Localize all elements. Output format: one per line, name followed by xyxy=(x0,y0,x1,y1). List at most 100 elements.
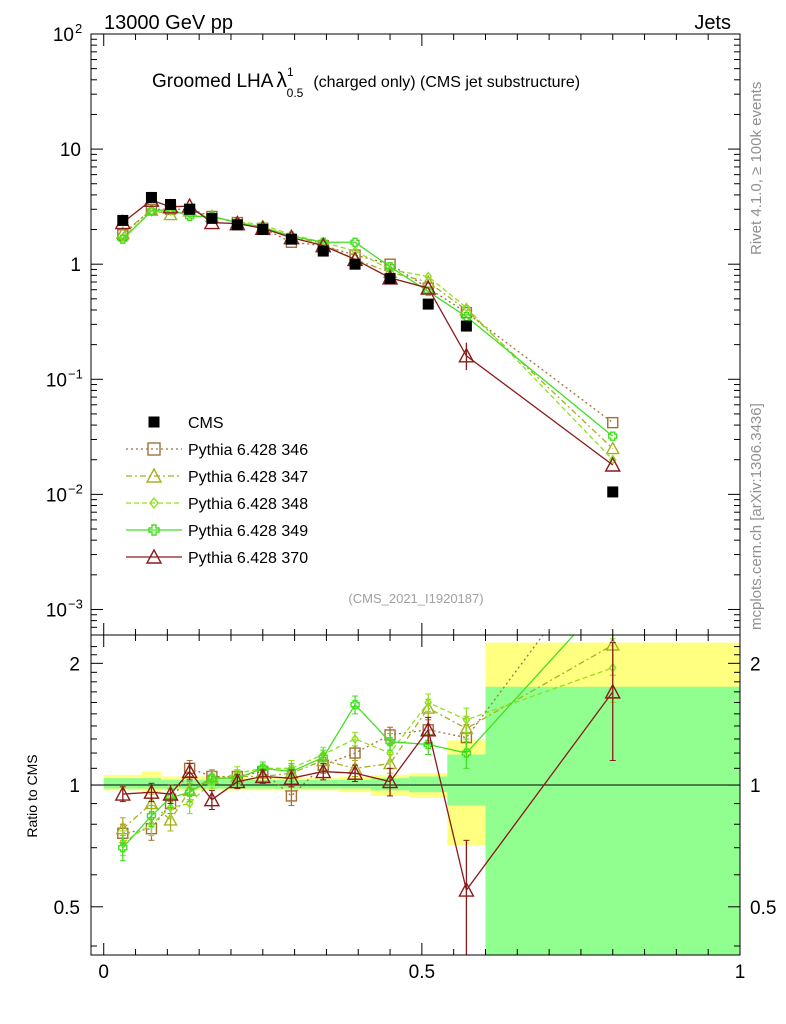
point-cms xyxy=(257,224,269,236)
ratio-point-p346 xyxy=(349,747,361,759)
ratio-line-p370 xyxy=(122,691,614,892)
y-tick-label-exponent: −3 xyxy=(68,596,83,611)
legend-marker-p349 xyxy=(148,524,160,536)
band-green xyxy=(160,779,181,789)
chart-title: Groomed LHA λ1 0.5 (charged only) (CMS jet … xyxy=(152,65,580,100)
point-p349 xyxy=(118,234,128,244)
point-cms xyxy=(349,258,361,270)
mcplots-label: mcplots.cern.ch [arXiv:1306.3436] xyxy=(748,403,765,630)
ratio-y-tick-label-right: 0.5 xyxy=(750,898,776,919)
ratio-y-tick-label-right: 2 xyxy=(750,654,761,675)
title-subscript: 0.5 xyxy=(287,86,304,100)
point-cms xyxy=(384,273,396,285)
point-cms xyxy=(460,320,472,332)
y-tick-label: 10 xyxy=(53,25,74,46)
ratio-point-p349 xyxy=(609,588,617,596)
x-tick-label: 0 xyxy=(98,962,109,983)
ratio-point-p370 xyxy=(143,783,160,799)
y-tick-label: 10 xyxy=(46,370,67,391)
ratio-point-p370 xyxy=(420,721,437,737)
ratio-point-p349 xyxy=(318,752,328,763)
legend: CMS Pythia 6.428 346 Pythia 6.428 347 Pythi… xyxy=(126,415,308,567)
legend-label-cms: CMS xyxy=(188,415,224,432)
point-p349 xyxy=(608,431,618,441)
ratio-frame xyxy=(90,634,741,956)
ratio-point-p348 xyxy=(147,819,156,830)
legend-label-p348: Pythia 6.428 348 xyxy=(188,496,308,513)
legend-label-p349: Pythia 6.428 349 xyxy=(188,523,308,540)
point-p349 xyxy=(350,237,360,247)
point-cms xyxy=(285,233,297,245)
y-tick-label-exponent: −2 xyxy=(68,481,83,496)
point-p346 xyxy=(607,416,619,429)
point-p370 xyxy=(604,456,621,472)
ratio-point-p370 xyxy=(254,768,271,784)
ratio-point-p370 xyxy=(203,791,221,807)
y-tick-label: 1 xyxy=(70,255,81,276)
ratio-point-p349 xyxy=(118,843,128,853)
point-cms xyxy=(231,219,243,231)
y-tick-label-exponent: 2 xyxy=(75,21,82,36)
ratio-point-p370 xyxy=(604,683,621,699)
legend-marker-p348 xyxy=(149,496,159,510)
point-cms xyxy=(422,298,434,310)
main-frame xyxy=(90,33,741,636)
ratio-point-p349 xyxy=(423,739,433,750)
ratio-point-p370 xyxy=(346,764,364,780)
ratio-point-p348 xyxy=(185,798,194,809)
point-cms xyxy=(317,245,329,257)
point-cms xyxy=(165,199,177,211)
ratio-y-tick-label-left: 0.5 xyxy=(54,898,80,919)
title-prefix: Groomed LHA xyxy=(152,71,274,92)
ratio-point-p349 xyxy=(350,700,360,710)
rivet-label: Rivet 4.1.0, ≥ 100k events xyxy=(748,82,765,255)
ratio-line-p349 xyxy=(122,635,575,849)
ratio-point-p370 xyxy=(181,763,198,779)
ratio-y-tick-label-left: 1 xyxy=(69,776,80,797)
legend-marker-p346 xyxy=(147,442,161,456)
ratio-point-p370 xyxy=(458,881,475,897)
ratio-point-p370 xyxy=(229,773,246,789)
ratio-line-p348 xyxy=(122,667,613,844)
band-green xyxy=(103,778,142,789)
x-tick-label: 0.5 xyxy=(409,962,435,983)
series-line-p346 xyxy=(122,208,614,424)
ratio-y-tick-label-right: 1 xyxy=(750,776,761,797)
ratio-point-p370 xyxy=(381,773,399,789)
point-p347 xyxy=(163,207,178,221)
y-tick-label-exponent: −1 xyxy=(68,366,83,381)
ratio-point-p370 xyxy=(162,785,179,801)
category-label: Jets xyxy=(694,12,731,34)
ratio-point-p370 xyxy=(315,763,332,779)
band-green xyxy=(409,776,448,793)
analysis-id: (CMS_2021_I1920187) xyxy=(348,591,483,606)
ratio-point-p348 xyxy=(166,802,175,813)
ratio-point-p347 xyxy=(421,700,436,714)
ratio-point-p348 xyxy=(351,733,359,745)
ratio-point-p349 xyxy=(461,748,472,758)
ratio-panel: 2 2 1 1 0.5 0.5 0 0.5 1 xyxy=(54,588,776,983)
point-p346 xyxy=(384,258,396,270)
ratio-point-p370 xyxy=(114,785,131,801)
legend-marker-p347 xyxy=(145,467,163,483)
ratio-point-p370 xyxy=(283,769,300,785)
y-tick-label: 10 xyxy=(46,600,67,621)
ratio-y-tick-label-left: 2 xyxy=(69,654,80,675)
energy-label: 13000 GeV pp xyxy=(104,12,233,34)
band-green xyxy=(339,779,371,789)
title-suffix: (charged only) (CMS jet substructure) xyxy=(313,74,580,91)
legend-marker-p370 xyxy=(145,548,163,564)
legend-marker-cms xyxy=(148,416,160,428)
legend-label-p346: Pythia 6.428 346 xyxy=(188,442,308,459)
title-symbol: λ xyxy=(276,69,287,92)
ratio-point-p349 xyxy=(207,773,217,783)
point-cms xyxy=(117,214,129,226)
point-cms xyxy=(145,191,157,203)
point-p349 xyxy=(385,262,395,272)
point-cms xyxy=(607,486,619,498)
ratio-point-p348 xyxy=(424,697,433,708)
ratio-curves xyxy=(114,588,621,955)
ratio-point-p349 xyxy=(232,773,243,783)
